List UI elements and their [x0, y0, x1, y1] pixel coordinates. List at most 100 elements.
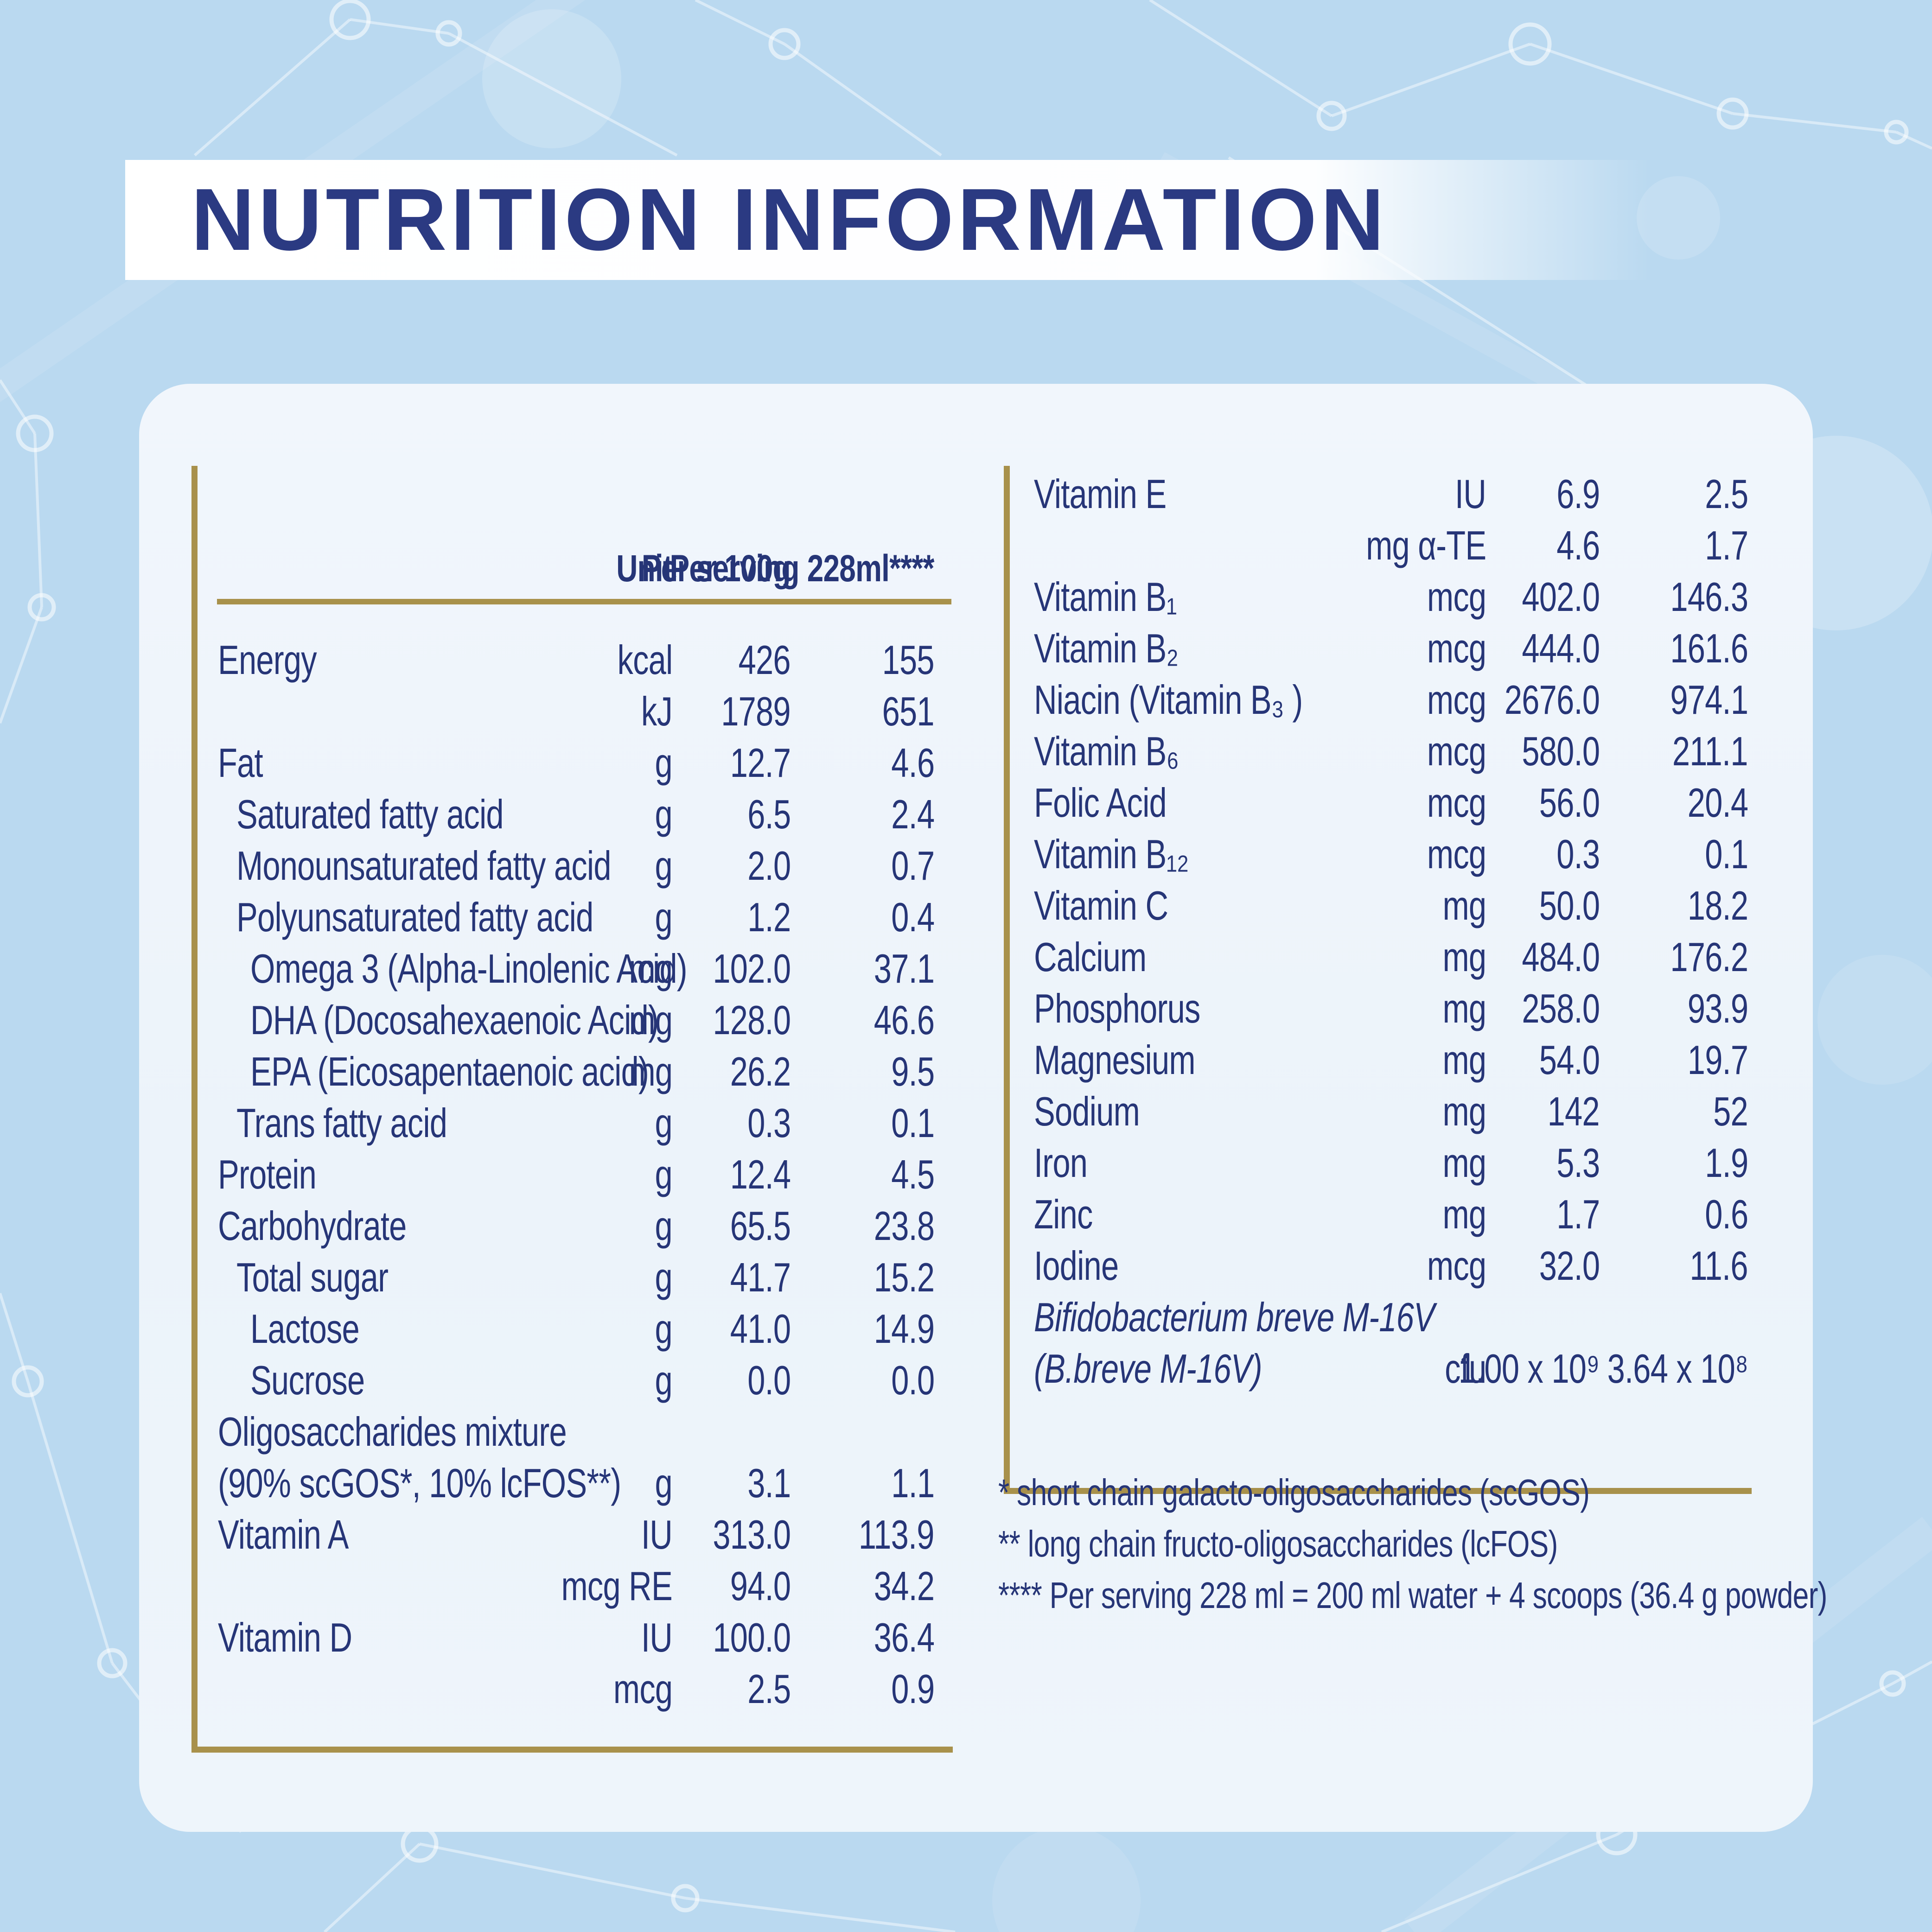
per-100g-cell: 3.1 [747, 1460, 791, 1506]
per-serving-cell: 1.7 [1704, 522, 1748, 568]
row-label: Vitamin B₁₂ [1034, 831, 1189, 877]
per-serving-cell: 0.4 [891, 894, 935, 940]
row-label: Vitamin E [1034, 471, 1167, 517]
unit-cell: mg [1442, 1191, 1486, 1237]
per-serving-cell: 651 [882, 688, 935, 734]
per-100g-cell: 50.0 [1539, 883, 1600, 928]
per-serving-cell: 0.7 [891, 843, 935, 889]
table-row: Vitamin C mg 50.0 18.2 [1004, 880, 1752, 931]
row-label: Protein [218, 1151, 317, 1197]
row-label: Vitamin A [218, 1512, 349, 1557]
per-serving-cell: 146.3 [1670, 574, 1748, 620]
table-row: Omega 3 (Alpha-Linolenic Acid) mg 102.0 37.… [191, 943, 953, 994]
unit-cell: g [655, 1254, 673, 1300]
row-label: Sucrose [250, 1357, 365, 1403]
unit-cell: g [655, 791, 673, 837]
table-row: Vitamin B₁ mcg 402.0 146.3 [1004, 571, 1752, 623]
per-100g-cell: 4.6 [1556, 522, 1600, 568]
left-table-header: Unit Per 100g Per serving 228ml**** [191, 433, 953, 598]
unit-cell: g [655, 1151, 673, 1197]
unit-cell: mg [1442, 1140, 1486, 1186]
per-100g-cell: 484.0 [1522, 934, 1600, 980]
row-label: Niacin (Vitamin B₃ ) [1034, 677, 1303, 723]
per-serving-cell: 93.9 [1687, 985, 1748, 1031]
footnote-line: ** long chain fructo-oligosaccharides (l… [998, 1523, 1558, 1564]
per-serving-cell: 176.2 [1670, 934, 1748, 980]
unit-cell: mg [1442, 1088, 1486, 1134]
table-row: Bifidobacterium breve M-16V [1004, 1291, 1752, 1343]
per-serving-cell: 23.8 [874, 1203, 935, 1249]
row-label: Omega 3 (Alpha-Linolenic Acid) [250, 946, 688, 991]
per-100g-cell: 0.0 [747, 1357, 791, 1403]
unit-cell: mcg [1427, 677, 1486, 723]
table-row: DHA (Docosahexaenoic Acid) mg 128.0 46.6 [191, 994, 953, 1046]
row-label: Fat [218, 740, 263, 786]
table-row: Lactose g 41.0 14.9 [191, 1303, 953, 1354]
per-serving-cell: 36.4 [874, 1614, 935, 1660]
row-label: Bifidobacterium breve M-16V [1034, 1294, 1435, 1340]
per-100g-cell: 142 [1547, 1088, 1600, 1134]
table-row: (B.breve M-16V) cfu 1.00 x 10⁹ 3.64 x 10⁸ [1004, 1343, 1752, 1394]
unit-cell: mcg [613, 1666, 673, 1712]
per-serving-cell: 9.5 [891, 1049, 935, 1094]
table-row: Vitamin E IU 6.9 2.5 [1004, 468, 1752, 520]
per-100g-cell: 26.2 [730, 1049, 791, 1094]
table-row: Sucrose g 0.0 0.0 [191, 1354, 953, 1406]
row-label: (B.breve M-16V) [1034, 1346, 1262, 1392]
per-serving-cell: 18.2 [1687, 883, 1748, 928]
row-label: Iron [1034, 1140, 1088, 1186]
right-table-border-bottom [1004, 1488, 1752, 1494]
per-100g-cell: 2.5 [747, 1666, 791, 1712]
table-row: Magnesium mg 54.0 19.7 [1004, 1034, 1752, 1086]
per-serving-cell: 14.9 [874, 1306, 935, 1352]
per-100g-cell: 313.0 [713, 1512, 791, 1557]
unit-cell: mg [1442, 1037, 1486, 1083]
per-100g-cell: 6.5 [747, 791, 791, 837]
per-serving-cell: 20.4 [1687, 780, 1748, 826]
left-table-border-bottom [191, 1747, 953, 1753]
per-100g-cell: 6.9 [1556, 471, 1600, 517]
table-row: Polyunsaturated fatty acid g 1.2 0.4 [191, 891, 953, 943]
row-label: Trans fatty acid [236, 1100, 447, 1146]
per-100g-cell: 65.5 [730, 1203, 791, 1249]
per-100g-cell: 128.0 [713, 997, 791, 1043]
row-label: Folic Acid [1034, 780, 1167, 826]
row-label: EPA (Eicosapentaenoic acid) [250, 1049, 649, 1094]
footnote-line: * short chain galacto-oligosaccharides (… [998, 1472, 1590, 1513]
table-row: (90% scGOS*, 10% lcFOS**) g 3.1 1.1 [191, 1457, 953, 1509]
unit-cell: g [655, 1306, 673, 1352]
table-row: mcg RE 94.0 34.2 [191, 1560, 953, 1612]
per-serving-cell: 3.64 x 10⁸ [1607, 1346, 1748, 1392]
unit-cell: mg [1442, 883, 1486, 928]
per-100g-cell: 41.7 [730, 1254, 791, 1300]
per-serving-cell: 4.6 [891, 740, 935, 786]
per-serving-cell: 11.6 [1690, 1243, 1748, 1289]
table-row: Total sugar g 41.7 15.2 [191, 1252, 953, 1303]
table-row: EPA (Eicosapentaenoic acid) mg 26.2 9.5 [191, 1046, 953, 1097]
per-serving-cell: 37.1 [874, 946, 935, 991]
unit-cell: g [655, 843, 673, 889]
table-row: Calcium mg 484.0 176.2 [1004, 931, 1752, 983]
table-row: mg α-TE 4.6 1.7 [1004, 520, 1752, 571]
per-100g-cell: 0.3 [747, 1100, 791, 1146]
nutrition-panel [139, 384, 1813, 1832]
column-header-per-serving: Per serving 228ml**** [642, 547, 934, 590]
row-label: Sodium [1034, 1088, 1140, 1134]
per-serving-cell: 113.9 [859, 1512, 935, 1557]
per-serving-cell: 161.6 [1670, 625, 1748, 671]
per-100g-cell: 1.7 [1556, 1191, 1600, 1237]
per-serving-cell: 4.5 [891, 1151, 935, 1197]
per-100g-cell: 402.0 [1522, 574, 1600, 620]
table-row: Niacin (Vitamin B₃ ) mcg 2676.0 974.1 [1004, 674, 1752, 725]
table-row: Protein g 12.4 4.5 [191, 1149, 953, 1200]
unit-cell: mg [1442, 985, 1486, 1031]
row-label: Total sugar [236, 1254, 389, 1300]
per-100g-cell: 102.0 [713, 946, 791, 991]
per-serving-cell: 0.0 [891, 1357, 935, 1403]
table-row: Vitamin A IU 313.0 113.9 [191, 1509, 953, 1560]
table-row: Vitamin B₂ mcg 444.0 161.6 [1004, 623, 1752, 674]
unit-cell: mg [629, 997, 673, 1043]
row-label: Phosphorus [1034, 985, 1200, 1031]
per-serving-cell: 1.9 [1704, 1140, 1748, 1186]
unit-cell: IU [641, 1614, 673, 1660]
